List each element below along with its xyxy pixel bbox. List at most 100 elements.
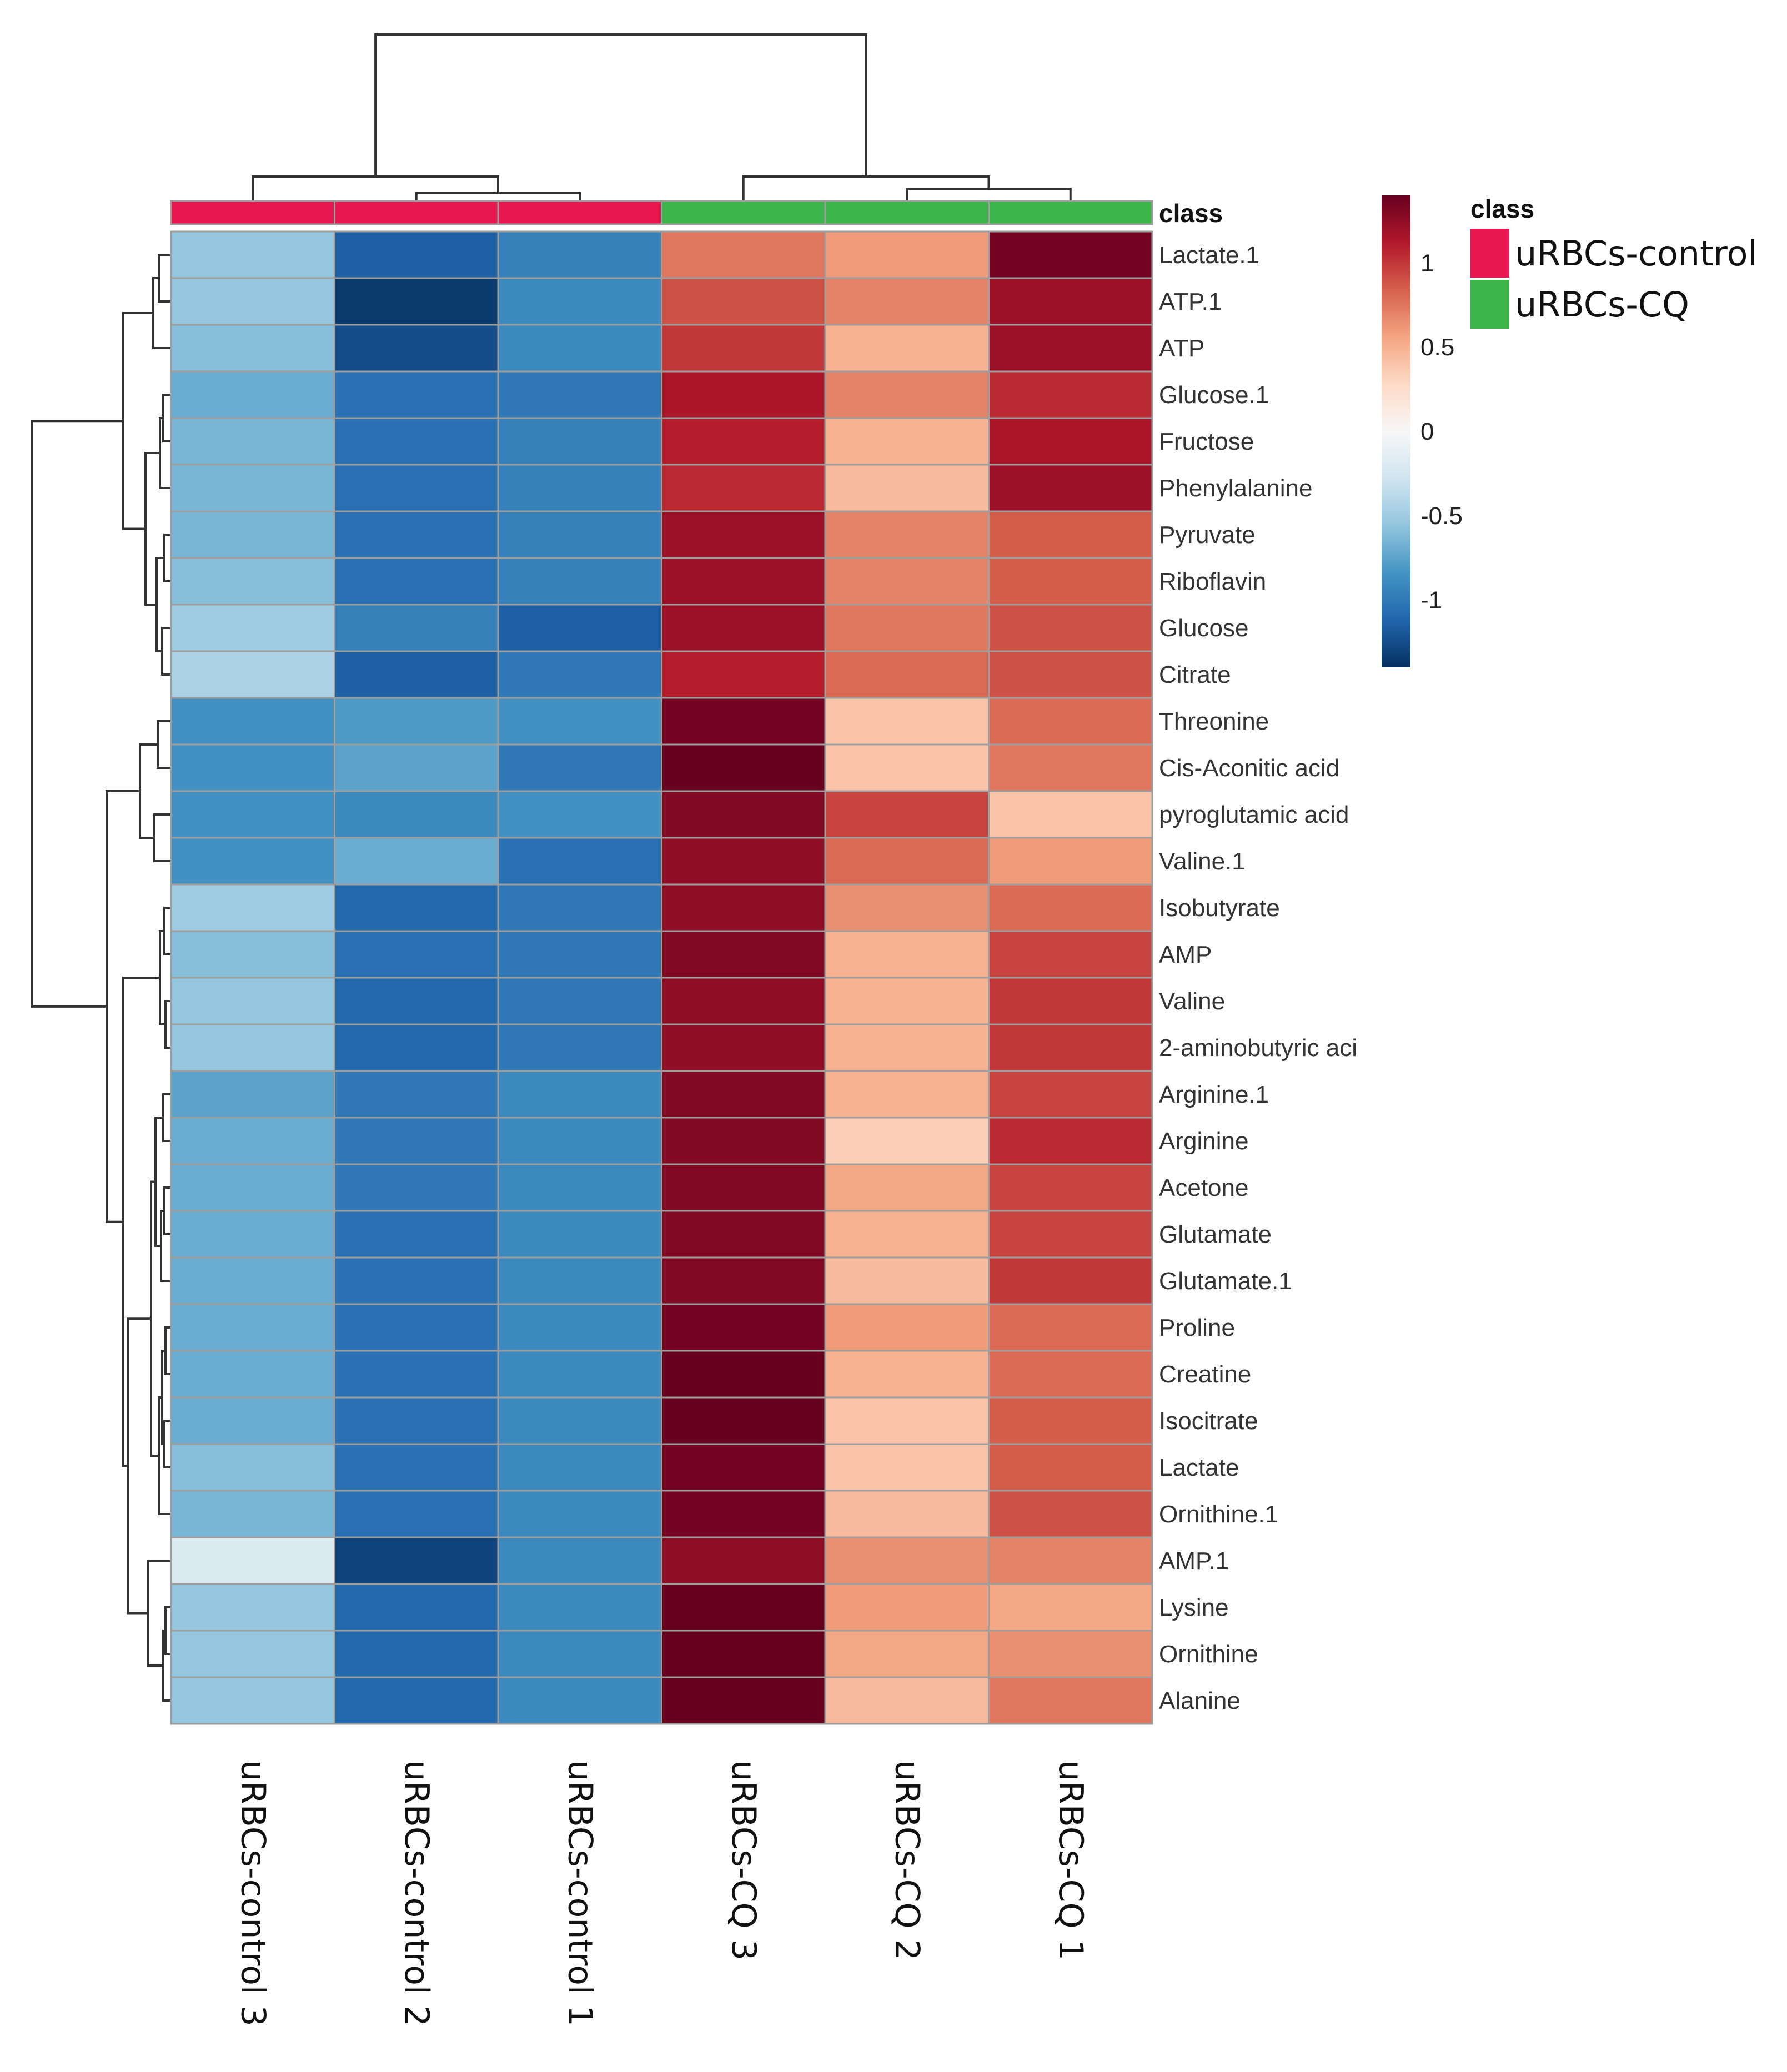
color-scale-bar <box>1382 195 1410 667</box>
heatmap-cell-2-aminobutyric-aci-urbcs-cq-2 <box>824 1023 990 1072</box>
class-bar-cell-urbcs-cq-2 <box>824 200 990 225</box>
row-label-ornithine: Ornithine <box>1159 1641 1258 1668</box>
class-bar-cell-urbcs-control-3 <box>170 200 335 225</box>
heatmap-cell-2-aminobutyric-aci-urbcs-control-1 <box>497 1023 662 1072</box>
class-legend-swatch-urbcs-cq <box>1470 280 1509 329</box>
column-dendrogram-branch <box>906 188 1072 201</box>
heatmap-cell-ornithine-urbcs-cq-3 <box>661 1630 826 1678</box>
row-label-arginine-1: Arginine.1 <box>1159 1081 1269 1108</box>
heatmap-cell-lactate-1-urbcs-control-2 <box>334 230 499 279</box>
heatmap-cell-ornithine-urbcs-cq-2 <box>824 1630 990 1678</box>
heatmap-cell-acetone-urbcs-control-1 <box>497 1163 662 1212</box>
heatmap-cell-pyruvate-urbcs-control-2 <box>334 510 499 559</box>
heatmap-cell-alanine-urbcs-cq-1 <box>988 1676 1153 1725</box>
heatmap-cell-glutamate-urbcs-cq-3 <box>661 1210 826 1259</box>
heatmap-cell-2-aminobutyric-aci-urbcs-cq-1 <box>988 1023 1153 1072</box>
heatmap-cell-pyroglutamic-acid-urbcs-cq-1 <box>988 790 1153 839</box>
heatmap-cell-proline-urbcs-control-2 <box>334 1303 499 1352</box>
column-label-urbcs-cq-2: uRBCs-CQ 2 <box>887 1760 926 1960</box>
heatmap-cell-amp-1-urbcs-control-2 <box>334 1536 499 1585</box>
color-scale-tick-label: 0.5 <box>1420 334 1454 361</box>
color-scale-tick-label: -0.5 <box>1420 502 1463 530</box>
heatmap-cell-glucose-1-urbcs-cq-3 <box>661 370 826 419</box>
row-labels: Lactate.1 ATP.1 ATP Glucose.1 Fructose Phenyl… <box>1159 242 1357 1714</box>
color-scale-tick-label: -1 <box>1420 587 1442 614</box>
row-label-lysine: Lysine <box>1159 1594 1229 1621</box>
row-label-proline: Proline <box>1159 1314 1235 1341</box>
heatmap-cell-atp-urbcs-cq-1 <box>988 324 1153 373</box>
class-annotation-bar <box>170 200 1153 225</box>
column-labels: uRBCs-control 3 uRBCs-control 2 uRBCs-cont… <box>233 1760 1090 2026</box>
heatmap-cell-valine-urbcs-cq-1 <box>988 977 1153 1025</box>
heatmap-cell-citrate-urbcs-control-1 <box>497 650 662 699</box>
heatmap-cell-atp-1-urbcs-cq-2 <box>824 277 990 326</box>
column-label-urbcs-cq-1: uRBCs-CQ 1 <box>1051 1760 1090 1960</box>
heatmap-cell-glucose-urbcs-control-3 <box>170 604 335 652</box>
row-dendrogram-branch <box>152 277 171 349</box>
row-label-atp: ATP <box>1159 335 1204 362</box>
heatmap-cell-arginine-1-urbcs-cq-1 <box>988 1070 1153 1119</box>
heatmap-cell-ornithine-1-urbcs-cq-3 <box>661 1490 826 1538</box>
heatmap-cell-atp-urbcs-control-3 <box>170 324 335 373</box>
heatmap-cell-lysine-urbcs-control-2 <box>334 1583 499 1632</box>
heatmap-cell-ornithine-1-urbcs-control-2 <box>334 1490 499 1538</box>
heatmap-cell-phenylalanine-urbcs-cq-2 <box>824 464 990 512</box>
heatmap-cell-lactate-1-urbcs-cq-2 <box>824 230 990 279</box>
heatmap-cell-atp-urbcs-cq-2 <box>824 324 990 373</box>
heatmap-cell-pyroglutamic-acid-urbcs-control-2 <box>334 790 499 839</box>
row-dendrogram-branch <box>157 720 171 769</box>
heatmap-cell-alanine-urbcs-control-2 <box>334 1676 499 1725</box>
heatmap-cell-glucose-1-urbcs-control-3 <box>170 370 335 419</box>
row-label-riboflavin: Riboflavin <box>1159 568 1266 595</box>
heatmap-cell-amp-1-urbcs-cq-3 <box>661 1536 826 1585</box>
heatmap-cell-pyruvate-urbcs-cq-3 <box>661 510 826 559</box>
heatmap-cell-isocitrate-urbcs-control-3 <box>170 1396 335 1445</box>
column-label-urbcs-control-3: uRBCs-control 3 <box>233 1760 272 2026</box>
heatmap-cell-amp-urbcs-cq-1 <box>988 930 1153 979</box>
heatmap-cell-cis-aconitic-acid-urbcs-control-2 <box>334 743 499 792</box>
heatmap-cell-isobutyrate-urbcs-cq-2 <box>824 883 990 932</box>
heatmap-cell-glutamate-urbcs-control-3 <box>170 1210 335 1259</box>
heatmap-cell-amp-1-urbcs-control-1 <box>497 1536 662 1585</box>
heatmap-cell-amp-urbcs-control-1 <box>497 930 662 979</box>
heatmap-cell-glutamate-1-urbcs-cq-1 <box>988 1256 1153 1305</box>
heatmap-cell-valine-1-urbcs-control-2 <box>334 837 499 886</box>
heatmap-cell-atp-1-urbcs-cq-1 <box>988 277 1153 326</box>
row-label-arginine: Arginine <box>1159 1128 1248 1155</box>
heatmap-cell-fructose-urbcs-control-2 <box>334 417 499 466</box>
heatmap-cell-riboflavin-urbcs-cq-2 <box>824 557 990 606</box>
heatmap-cell-amp-urbcs-cq-2 <box>824 930 990 979</box>
heatmap-cell-acetone-urbcs-control-3 <box>170 1163 335 1212</box>
heatmap-cell-lactate-urbcs-control-1 <box>497 1443 662 1492</box>
class-legend-swatch-urbcs-control <box>1470 229 1509 278</box>
heatmap-cell-lactate-1-urbcs-cq-3 <box>661 230 826 279</box>
row-label-glutamate-1: Glutamate.1 <box>1159 1268 1292 1295</box>
heatmap-cell-isobutyrate-urbcs-control-1 <box>497 883 662 932</box>
row-dendrogram-branch <box>147 1560 171 1667</box>
row-label-glucose: Glucose <box>1159 615 1248 642</box>
heatmap-cell-atp-urbcs-cq-3 <box>661 324 826 373</box>
heatmap-cell-valine-urbcs-control-1 <box>497 977 662 1025</box>
heatmap-cell-creatine-urbcs-cq-2 <box>824 1350 990 1399</box>
class-bar-cell-urbcs-control-1 <box>497 200 662 225</box>
heatmap-cell-threonine-urbcs-cq-2 <box>824 697 990 746</box>
heatmap-cell-fructose-urbcs-control-1 <box>497 417 662 466</box>
row-dendrogram-branch <box>160 1210 171 1282</box>
heatmap-cell-alanine-urbcs-cq-2 <box>824 1676 990 1725</box>
heatmap-cell-riboflavin-urbcs-cq-1 <box>988 557 1153 606</box>
heatmap-cell-riboflavin-urbcs-cq-3 <box>661 557 826 606</box>
heatmap-cell-atp-1-urbcs-control-2 <box>334 277 499 326</box>
heatmap-cell-glucose-urbcs-cq-3 <box>661 604 826 652</box>
heatmap-cell-glutamate-urbcs-cq-2 <box>824 1210 990 1259</box>
heatmap-cell-riboflavin-urbcs-control-1 <box>497 557 662 606</box>
heatmap-cell-cis-aconitic-acid-urbcs-cq-3 <box>661 743 826 792</box>
heatmap-cell-amp-urbcs-control-2 <box>334 930 499 979</box>
row-dendrogram-branch <box>31 420 123 1008</box>
color-scale-tick-label: 1 <box>1420 249 1434 276</box>
heatmap-cell-creatine-urbcs-cq-1 <box>988 1350 1153 1399</box>
heatmap-cell-pyruvate-urbcs-cq-2 <box>824 510 990 559</box>
heatmap-cell-isobutyrate-urbcs-control-2 <box>334 883 499 932</box>
heatmap-cell-atp-urbcs-control-2 <box>334 324 499 373</box>
heatmap-cell-citrate-urbcs-control-2 <box>334 650 499 699</box>
